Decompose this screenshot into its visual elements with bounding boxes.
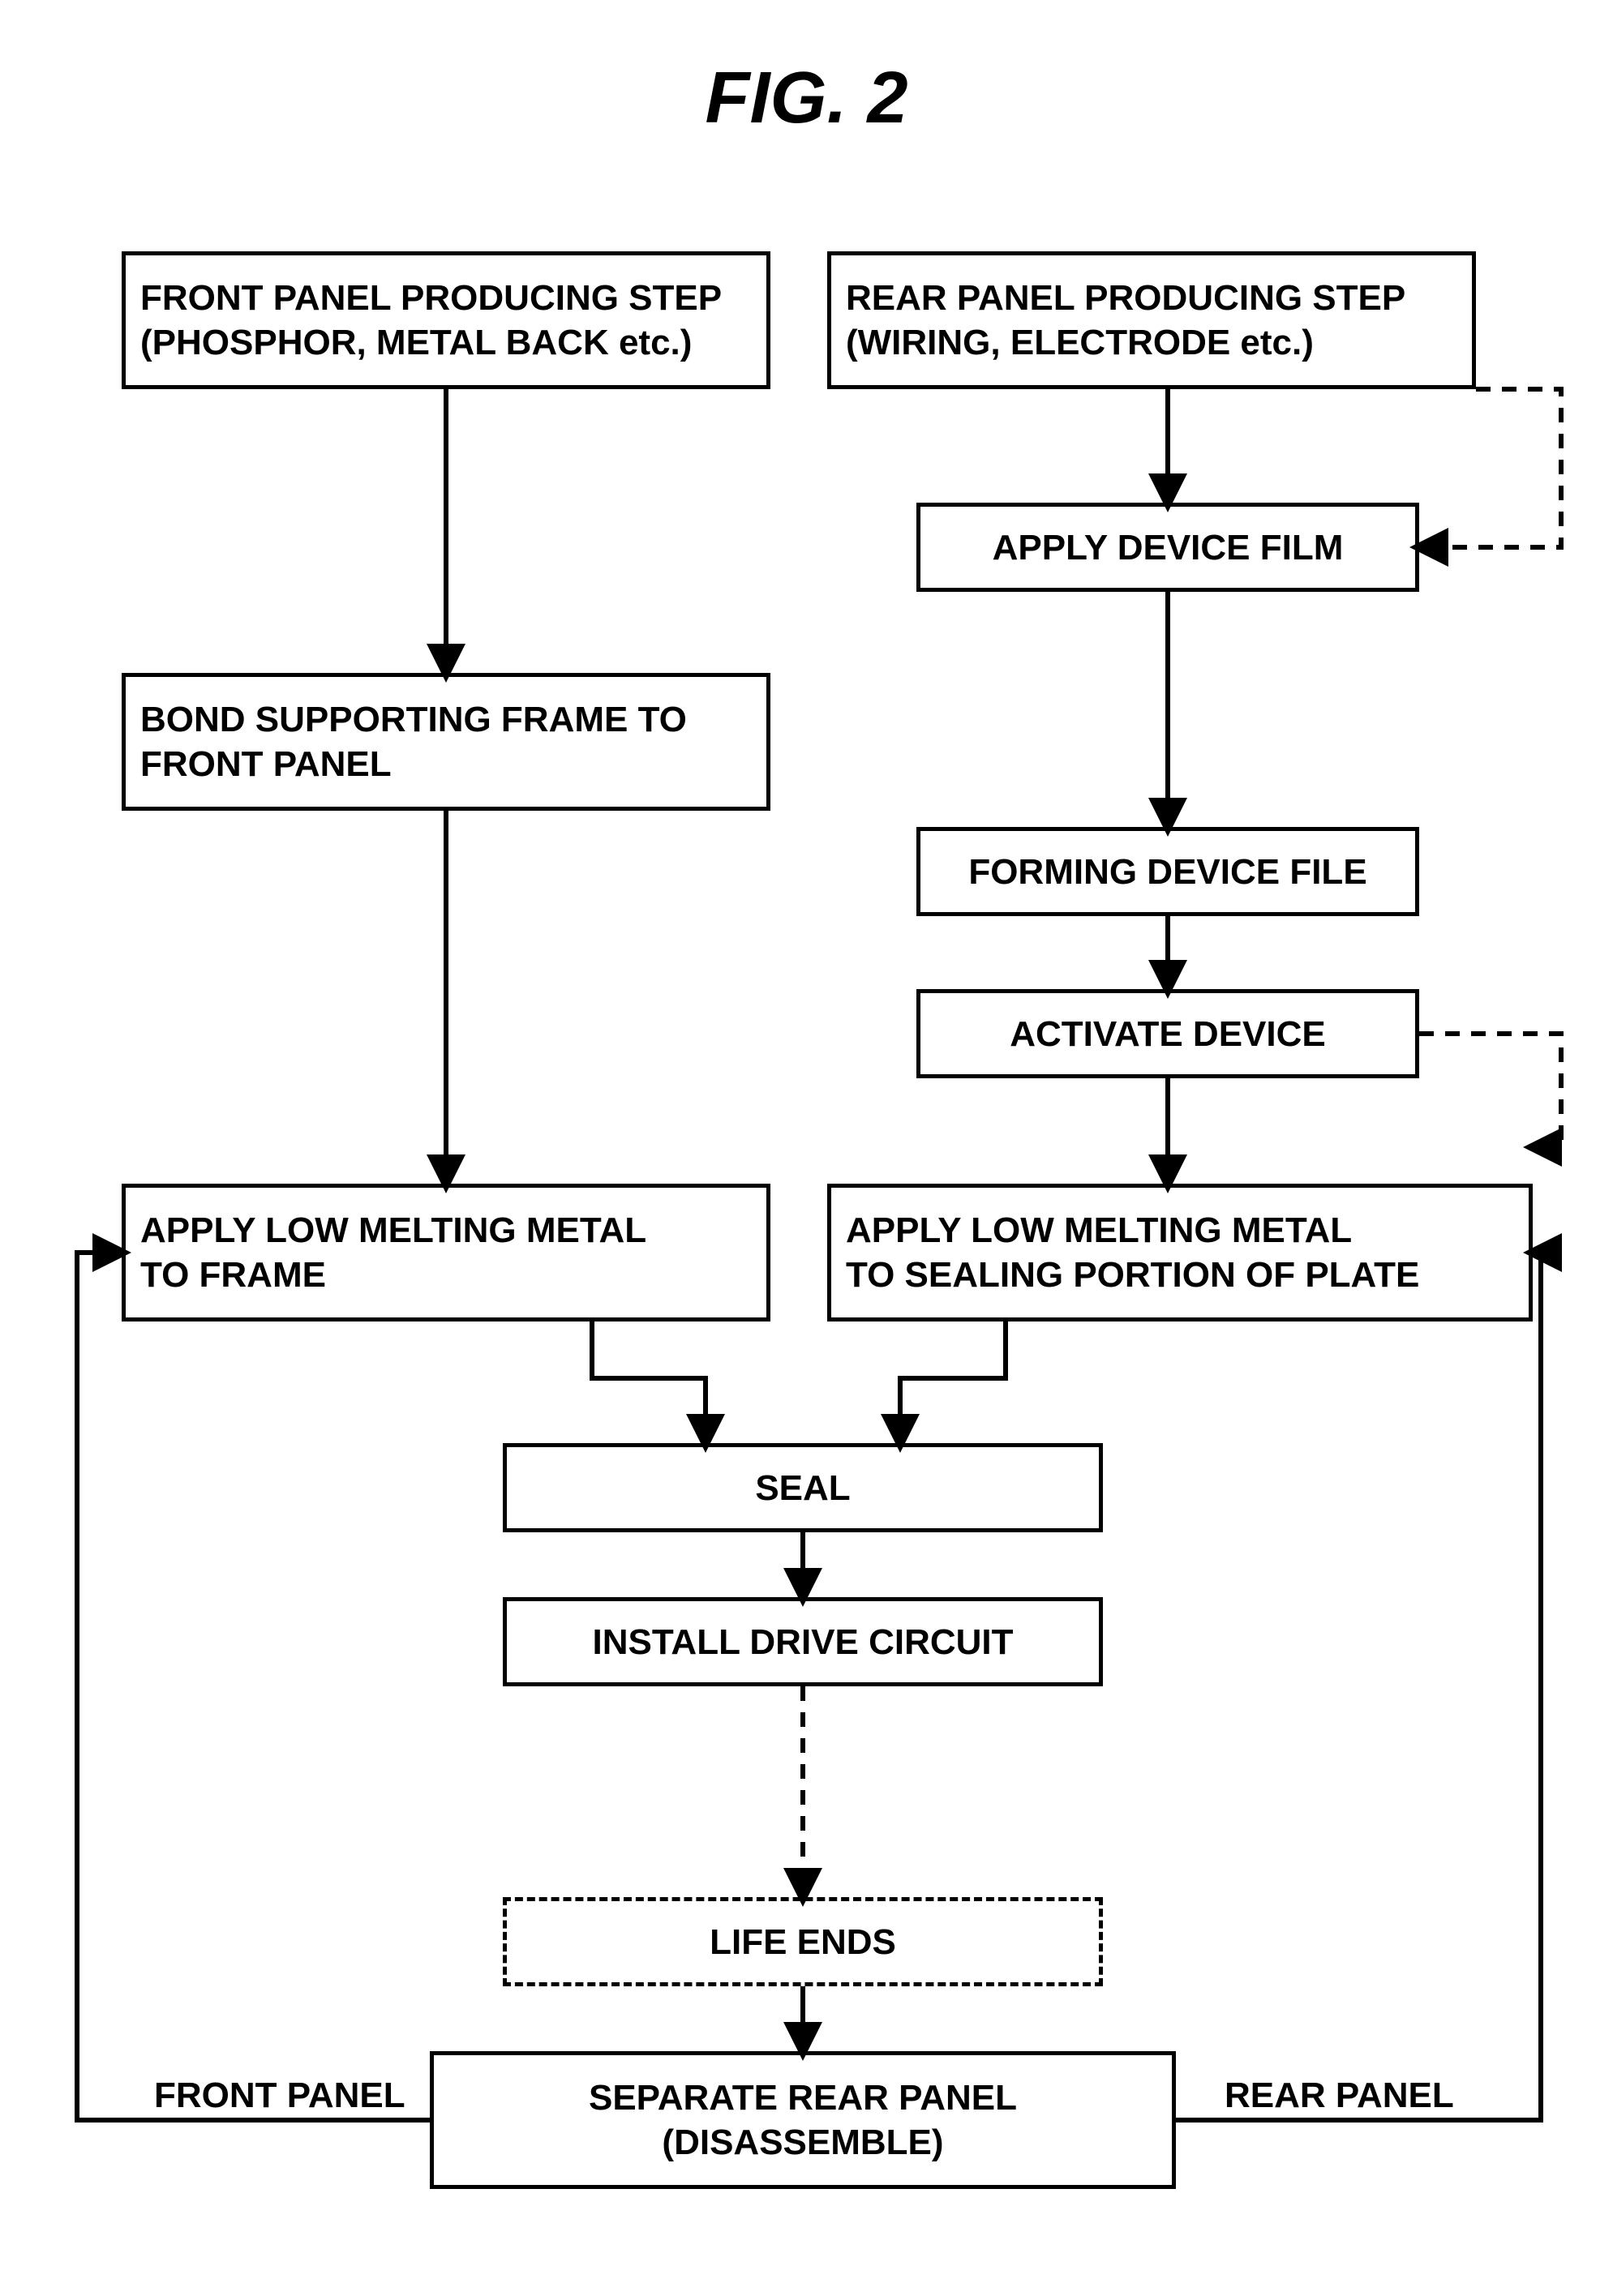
box-text: FORMING DEVICE FILE	[968, 850, 1366, 894]
box-text: REAR PANEL PRODUCING STEP(WIRING, ELECTR…	[846, 276, 1405, 365]
box-text: SEAL	[755, 1466, 850, 1510]
box-apply-film: APPLY DEVICE FILM	[916, 503, 1419, 592]
box-install: INSTALL DRIVE CIRCUIT	[503, 1597, 1103, 1686]
box-front-step: FRONT PANEL PRODUCING STEP(PHOSPHOR, MET…	[122, 251, 770, 389]
arrow	[900, 1321, 1006, 1443]
box-apply-plate: APPLY LOW MELTING METALTO SEALING PORTIO…	[827, 1184, 1533, 1321]
box-text: SEPARATE REAR PANEL(DISASSEMBLE)	[589, 2075, 1017, 2165]
box-rear-step: REAR PANEL PRODUCING STEP(WIRING, ELECTR…	[827, 251, 1476, 389]
arrow-dashed	[1419, 1034, 1561, 1147]
figure-title: FIG. 2	[0, 57, 1613, 140]
box-text: BOND SUPPORTING FRAME TOFRONT PANEL	[140, 697, 687, 786]
box-text: APPLY DEVICE FILM	[993, 525, 1344, 570]
label-rear-panel: REAR PANEL	[1225, 2075, 1454, 2116]
box-text: LIFE ENDS	[710, 1920, 896, 1964]
box-text: APPLY LOW MELTING METALTO SEALING PORTIO…	[846, 1208, 1419, 1297]
label-front-panel: FRONT PANEL	[154, 2075, 405, 2116]
box-text: INSTALL DRIVE CIRCUIT	[592, 1620, 1013, 1664]
box-text: ACTIVATE DEVICE	[1010, 1012, 1326, 1056]
box-activate: ACTIVATE DEVICE	[916, 989, 1419, 1078]
arrow	[77, 1253, 430, 2120]
box-separate: SEPARATE REAR PANEL(DISASSEMBLE)	[430, 2051, 1176, 2189]
arrow	[592, 1321, 706, 1443]
box-life-ends: LIFE ENDS	[503, 1897, 1103, 1986]
arrow	[1176, 1253, 1541, 2120]
box-bond-frame: BOND SUPPORTING FRAME TOFRONT PANEL	[122, 673, 770, 811]
box-seal: SEAL	[503, 1443, 1103, 1532]
box-text: FRONT PANEL PRODUCING STEP(PHOSPHOR, MET…	[140, 276, 722, 365]
box-apply-frame: APPLY LOW MELTING METALTO FRAME	[122, 1184, 770, 1321]
box-forming: FORMING DEVICE FILE	[916, 827, 1419, 916]
arrow-dashed	[1419, 389, 1561, 547]
box-text: APPLY LOW MELTING METALTO FRAME	[140, 1208, 646, 1297]
